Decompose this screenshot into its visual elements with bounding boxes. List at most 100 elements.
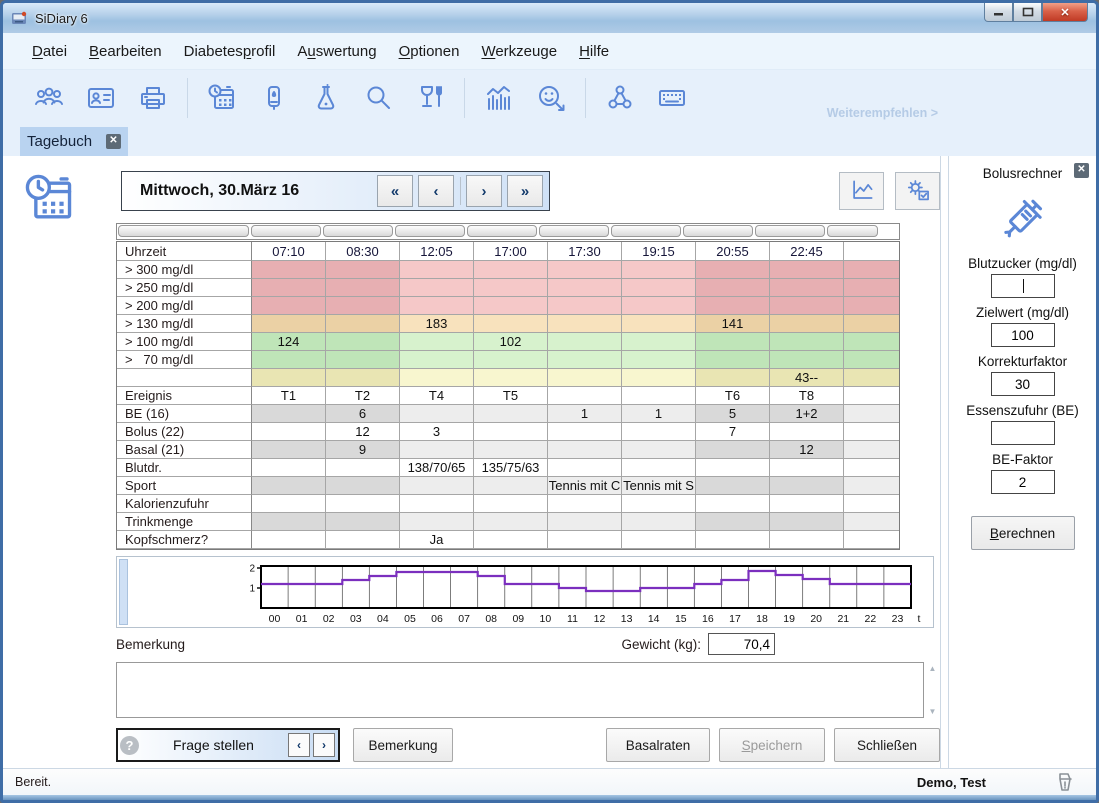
diary-cell[interactable] <box>696 531 770 549</box>
diary-cell[interactable] <box>844 405 899 423</box>
maximize-button[interactable] <box>1013 3 1042 22</box>
bolus-field-input[interactable] <box>991 470 1055 494</box>
diary-cell[interactable] <box>474 531 548 549</box>
band-cell[interactable] <box>252 261 326 279</box>
band-cell[interactable] <box>548 261 622 279</box>
diary-cell[interactable] <box>326 459 400 477</box>
bemerkung-button[interactable]: Bemerkung <box>353 728 453 762</box>
band-cell[interactable] <box>844 315 899 333</box>
next-day-button[interactable]: › <box>466 175 502 207</box>
diary-cell[interactable] <box>770 495 844 513</box>
band-cell[interactable] <box>474 297 548 315</box>
diary-cell[interactable] <box>548 513 622 531</box>
diary-cell[interactable] <box>770 477 844 495</box>
band-cell[interactable] <box>400 297 474 315</box>
graph-scrollbar[interactable] <box>119 559 128 625</box>
band-cell[interactable] <box>696 369 770 387</box>
bolus-panel-close-icon[interactable]: ✕ <box>1074 163 1089 178</box>
diary-cell[interactable] <box>400 495 474 513</box>
band-cell[interactable] <box>548 333 622 351</box>
diary-cell[interactable]: Tennis mit C <box>548 477 622 495</box>
diary-cell[interactable] <box>622 495 696 513</box>
column-header-button[interactable] <box>683 225 753 237</box>
diary-cell[interactable]: 12 <box>326 423 400 441</box>
diary-cell[interactable] <box>696 441 770 459</box>
band-cell[interactable] <box>770 351 844 369</box>
diary-cell[interactable] <box>770 513 844 531</box>
statistics-icon[interactable] <box>482 81 516 115</box>
bolus-field-input[interactable] <box>991 421 1055 445</box>
schliessen-button[interactable]: Schließen <box>834 728 940 762</box>
band-cell[interactable] <box>696 261 770 279</box>
time-header-cell[interactable]: 07:10 <box>252 242 326 261</box>
band-cell[interactable] <box>474 279 548 297</box>
band-cell[interactable] <box>770 261 844 279</box>
diary-cell[interactable] <box>326 495 400 513</box>
diary-cell[interactable] <box>400 405 474 423</box>
band-cell[interactable] <box>326 351 400 369</box>
time-header-cell[interactable] <box>844 242 899 261</box>
search-icon[interactable] <box>361 81 395 115</box>
band-cell[interactable] <box>844 351 899 369</box>
settings-button[interactable] <box>895 172 940 210</box>
diary-cell[interactable] <box>400 477 474 495</box>
band-cell[interactable] <box>252 315 326 333</box>
band-cell[interactable] <box>548 351 622 369</box>
band-cell[interactable] <box>548 297 622 315</box>
meter-icon[interactable] <box>257 81 291 115</box>
diary-cell[interactable] <box>844 441 899 459</box>
diary-cell[interactable] <box>696 495 770 513</box>
time-header-cell[interactable]: 17:00 <box>474 242 548 261</box>
bolus-field-input[interactable] <box>991 323 1055 347</box>
diary-cell[interactable] <box>474 477 548 495</box>
band-cell[interactable] <box>770 279 844 297</box>
diary-cell[interactable] <box>844 459 899 477</box>
band-cell[interactable] <box>548 369 622 387</box>
frage-next-button[interactable]: › <box>313 733 335 757</box>
menu-diabetesprofil[interactable]: Diabetesprofil <box>173 39 287 64</box>
diary-cell[interactable] <box>400 441 474 459</box>
diary-cell[interactable]: 1+2 <box>770 405 844 423</box>
band-cell[interactable] <box>326 261 400 279</box>
minimize-button[interactable] <box>984 3 1013 22</box>
band-cell[interactable] <box>770 315 844 333</box>
diary-cell[interactable]: 1 <box>548 405 622 423</box>
band-cell[interactable] <box>400 279 474 297</box>
diary-cell[interactable] <box>474 495 548 513</box>
diary-cell[interactable]: T4 <box>400 387 474 405</box>
diary-cell[interactable]: 135/75/63 <box>474 459 548 477</box>
diary-cell[interactable] <box>326 513 400 531</box>
bemerkung-textarea[interactable] <box>116 662 924 718</box>
diary-cell[interactable]: 9 <box>326 441 400 459</box>
idcard-icon[interactable] <box>84 81 118 115</box>
column-header-button[interactable] <box>755 225 825 237</box>
scroll-up-icon[interactable]: ▲ <box>929 664 937 673</box>
keyboard-icon[interactable] <box>655 81 689 115</box>
band-cell[interactable] <box>252 279 326 297</box>
diary-cell[interactable] <box>326 531 400 549</box>
band-cell[interactable] <box>400 369 474 387</box>
scroll-down-icon[interactable]: ▼ <box>929 707 937 716</box>
band-cell[interactable] <box>326 279 400 297</box>
band-cell[interactable] <box>770 333 844 351</box>
time-header-cell[interactable]: 20:55 <box>696 242 770 261</box>
bolus-field-input[interactable] <box>991 372 1055 396</box>
diary-cell[interactable] <box>770 423 844 441</box>
diary-cell[interactable] <box>474 405 548 423</box>
menu-bearbeiten[interactable]: Bearbeiten <box>78 39 173 64</box>
band-cell[interactable]: 141 <box>696 315 770 333</box>
diary-cell[interactable] <box>622 459 696 477</box>
frage-stellen-control[interactable]: ? Frage stellen ‹ › <box>116 728 340 762</box>
diary-cell[interactable] <box>252 459 326 477</box>
diary-cell[interactable] <box>770 531 844 549</box>
column-header-button[interactable] <box>323 225 393 237</box>
diary-cell[interactable] <box>696 477 770 495</box>
diary-cell[interactable] <box>844 387 899 405</box>
diary-cell[interactable] <box>622 423 696 441</box>
band-cell[interactable] <box>844 261 899 279</box>
menu-auswertung[interactable]: Auswertung <box>286 39 387 64</box>
column-header-button[interactable] <box>467 225 537 237</box>
column-header-button[interactable] <box>611 225 681 237</box>
band-cell[interactable] <box>622 279 696 297</box>
band-cell[interactable] <box>252 351 326 369</box>
